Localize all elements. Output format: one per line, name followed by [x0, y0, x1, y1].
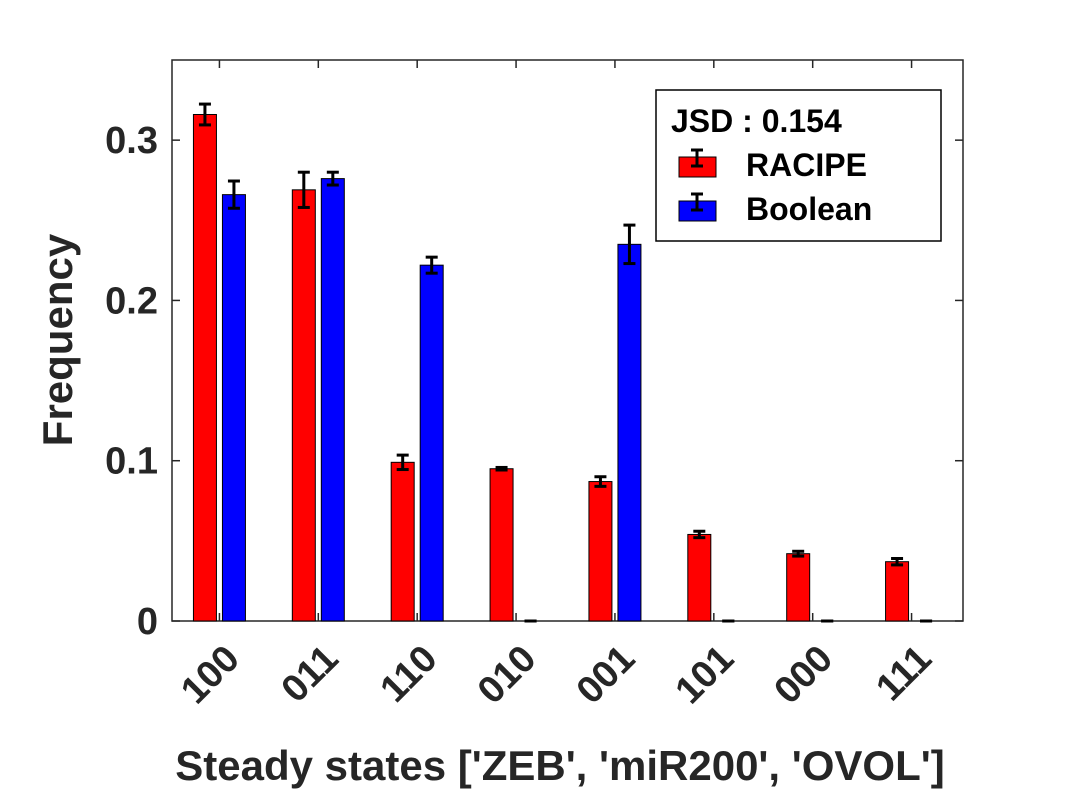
x-tick-label-010: 010	[470, 638, 545, 713]
x-tick-label-111: 111	[868, 638, 940, 710]
y-axis-label: Frequency	[34, 233, 81, 446]
bar-boolean-011	[320, 178, 345, 622]
bar-racipe-100	[192, 113, 217, 622]
bar-boolean-001	[617, 243, 642, 622]
y-tick-label: 0.1	[105, 441, 158, 483]
legend-title: JSD : 0.154	[671, 103, 842, 139]
x-tick-label-000: 000	[767, 638, 842, 713]
x-axis-label: Steady states ['ZEB', 'miR200', 'OVOL']	[175, 742, 944, 789]
x-tick-label-101: 101	[668, 638, 743, 713]
y-tick-label: 0.3	[105, 120, 158, 162]
bar-boolean-100	[221, 194, 246, 622]
bar-racipe-010	[489, 468, 514, 622]
bar-racipe-011	[291, 189, 316, 622]
bar-racipe-101	[687, 533, 712, 622]
y-axis: 0 0.1 0.2 0.3	[105, 120, 963, 643]
legend: JSD : 0.154 RACIPE Boolean	[655, 89, 942, 242]
bar-racipe-110	[390, 461, 415, 622]
y-tick-label: 0	[137, 601, 158, 643]
x-tick-label-110: 110	[372, 638, 445, 711]
bar-racipe-111	[885, 561, 910, 622]
x-tick-label-011: 011	[274, 638, 347, 711]
legend-label-racipe: RACIPE	[746, 147, 867, 183]
bars-layer	[192, 102, 933, 623]
bar-boolean-110	[419, 264, 444, 622]
y-tick-label: 0.2	[105, 280, 158, 322]
x-tick-label-001: 001	[569, 638, 644, 713]
bar-racipe-000	[786, 553, 811, 622]
legend-label-boolean: Boolean	[746, 191, 872, 227]
bar-racipe-001	[588, 481, 613, 622]
x-tick-label-100: 100	[173, 638, 248, 713]
